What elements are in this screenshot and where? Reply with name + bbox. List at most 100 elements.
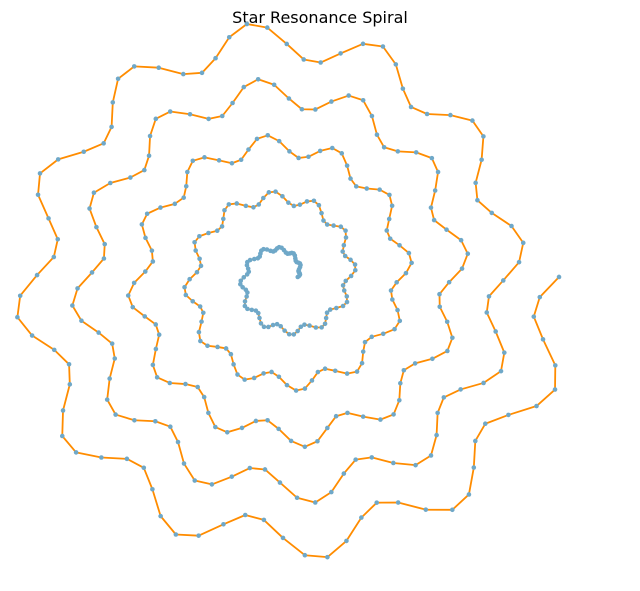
data-point — [369, 455, 375, 460]
data-point — [101, 256, 107, 261]
data-point — [437, 291, 442, 297]
spiral-line — [16, 23, 560, 559]
data-point — [319, 210, 324, 216]
data-point — [242, 512, 248, 518]
data-point — [332, 368, 338, 374]
data-point — [400, 86, 406, 91]
data-point — [183, 381, 188, 387]
data-point — [327, 307, 333, 312]
data-point — [70, 303, 75, 308]
data-point — [257, 315, 262, 321]
data-point — [397, 397, 402, 403]
data-point — [341, 242, 347, 248]
data-point — [340, 249, 345, 254]
data-point — [228, 351, 234, 357]
data-point — [253, 418, 259, 424]
data-point — [216, 158, 222, 163]
data-point — [102, 241, 108, 247]
data-point — [340, 283, 346, 288]
data-point — [87, 206, 92, 211]
data-point — [266, 324, 271, 330]
data-point — [346, 93, 351, 98]
data-point — [435, 169, 441, 175]
data-point — [329, 99, 334, 104]
data-point — [446, 279, 452, 285]
data-point — [359, 515, 364, 520]
data-point — [109, 341, 115, 346]
data-point — [75, 286, 80, 291]
data-point — [142, 167, 147, 173]
data-point — [409, 260, 414, 266]
data-point — [224, 429, 230, 435]
data-point — [475, 197, 480, 203]
data-point — [249, 307, 255, 313]
data-point — [167, 380, 173, 386]
data-point — [94, 224, 99, 230]
data-point — [99, 455, 104, 460]
data-point — [353, 457, 358, 462]
data-point — [256, 202, 262, 207]
data-point — [261, 195, 266, 201]
data-point — [325, 425, 330, 431]
data-point — [302, 322, 307, 327]
data-point — [391, 460, 396, 466]
data-point — [302, 386, 308, 391]
data-point — [153, 418, 158, 424]
data-point — [206, 410, 211, 416]
data-point — [444, 227, 449, 232]
data-point — [190, 158, 196, 164]
data-point — [329, 145, 335, 151]
data-point — [143, 269, 148, 274]
data-point — [333, 413, 339, 419]
data-point — [354, 369, 360, 374]
data-point — [317, 148, 323, 154]
data-point — [348, 273, 354, 279]
data-point — [441, 395, 447, 400]
data-point — [144, 211, 150, 217]
data-point — [288, 438, 294, 444]
data-point — [158, 205, 163, 210]
data-point — [381, 144, 387, 150]
data-point — [101, 141, 106, 146]
data-point — [221, 521, 226, 527]
data-point — [265, 417, 270, 423]
data-point — [261, 324, 267, 330]
data-point — [374, 500, 380, 505]
data-point — [360, 97, 366, 103]
data-point — [343, 228, 348, 233]
data-point — [286, 331, 292, 337]
data-point — [408, 104, 414, 110]
data-point — [219, 113, 225, 119]
data-point — [229, 474, 235, 479]
data-point — [244, 294, 249, 299]
data-point — [195, 384, 200, 390]
data-point — [315, 369, 321, 375]
data-point — [287, 149, 292, 154]
data-point — [156, 65, 162, 71]
data-point — [343, 278, 349, 284]
data-point — [110, 100, 116, 105]
data-point — [264, 247, 270, 252]
data-point — [35, 192, 41, 198]
data-point — [196, 533, 201, 538]
data-point — [214, 228, 220, 233]
data-point — [251, 205, 256, 210]
data-point — [142, 314, 148, 319]
data-point — [353, 267, 358, 273]
data-point — [403, 270, 409, 276]
data-point — [553, 363, 558, 368]
data-point — [394, 280, 399, 285]
data-point — [341, 471, 347, 476]
data-point — [276, 138, 282, 144]
data-point — [393, 62, 399, 67]
data-point — [498, 368, 504, 374]
data-point — [66, 362, 72, 367]
data-point — [286, 200, 291, 205]
data-point — [198, 263, 204, 269]
data-point — [395, 307, 400, 313]
data-point — [104, 397, 110, 402]
data-point — [222, 207, 227, 213]
data-point — [364, 186, 370, 191]
data-point — [197, 233, 202, 239]
data-point — [470, 118, 475, 123]
